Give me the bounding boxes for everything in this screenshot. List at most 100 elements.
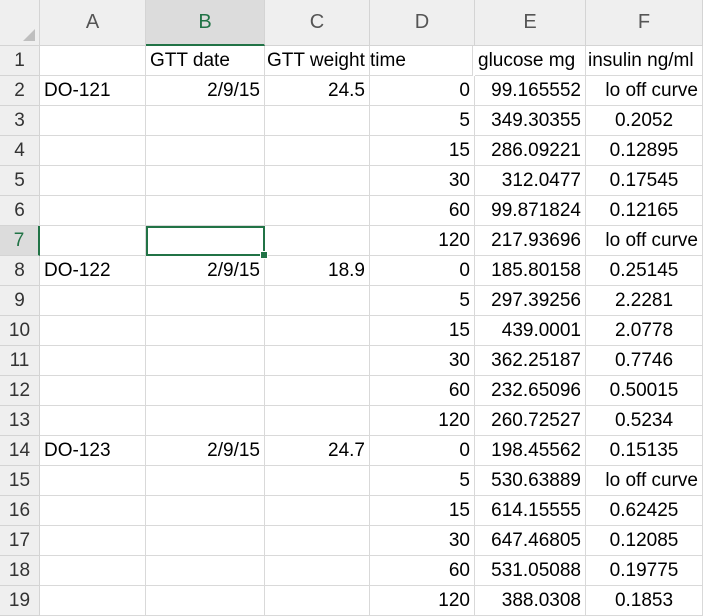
cell-f2[interactable]: lo off curve xyxy=(586,76,703,106)
column-header-b[interactable]: B xyxy=(146,0,265,46)
cell-d8[interactable]: 0 xyxy=(370,256,475,286)
cell-d10[interactable]: 15 xyxy=(370,316,475,346)
row-header-16[interactable]: 16 xyxy=(0,496,40,526)
cell-d11[interactable]: 30 xyxy=(370,346,475,376)
cell-e5[interactable]: 312.0477 xyxy=(475,166,586,196)
cell-f17[interactable]: 0.12085 xyxy=(586,526,703,556)
cell-c11[interactable] xyxy=(265,346,370,376)
cell-a8[interactable]: DO-122 xyxy=(40,256,146,286)
cell-b3[interactable] xyxy=(146,106,265,136)
cell-f18[interactable]: 0.19775 xyxy=(586,556,703,586)
cell-d17[interactable]: 30 xyxy=(370,526,475,556)
row-header-14[interactable]: 14 xyxy=(0,436,40,466)
row-header-1[interactable]: 1 xyxy=(0,46,40,76)
cell-e2[interactable]: 99.165552 xyxy=(475,76,586,106)
cell-f12[interactable]: 0.50015 xyxy=(586,376,703,406)
row-header-9[interactable]: 9 xyxy=(0,286,40,316)
cell-b5[interactable] xyxy=(146,166,265,196)
row-header-2[interactable]: 2 xyxy=(0,76,40,106)
cell-e9[interactable]: 297.39256 xyxy=(475,286,586,316)
cell-b12[interactable] xyxy=(146,376,265,406)
column-header-a[interactable]: A xyxy=(40,0,146,46)
cell-b8[interactable]: 2/9/15 xyxy=(146,256,265,286)
cell-c9[interactable] xyxy=(265,286,370,316)
cell-e17[interactable]: 647.46805 xyxy=(475,526,586,556)
cell-b4[interactable] xyxy=(146,136,265,166)
cell-d13[interactable]: 120 xyxy=(370,406,475,436)
cell-e1[interactable]: glucose mg xyxy=(475,46,586,76)
cell-a10[interactable] xyxy=(40,316,146,346)
cell-a4[interactable] xyxy=(40,136,146,166)
cell-f1[interactable]: insulin ng/ml xyxy=(586,46,703,76)
row-header-18[interactable]: 18 xyxy=(0,556,40,586)
cell-c12[interactable] xyxy=(265,376,370,406)
cell-a9[interactable] xyxy=(40,286,146,316)
cell-e19[interactable]: 388.0308 xyxy=(475,586,586,616)
row-header-8[interactable]: 8 xyxy=(0,256,40,286)
cell-c5[interactable] xyxy=(265,166,370,196)
cell-f16[interactable]: 0.62425 xyxy=(586,496,703,526)
cell-e4[interactable]: 286.09221 xyxy=(475,136,586,166)
cell-c6[interactable] xyxy=(265,196,370,226)
cell-c10[interactable] xyxy=(265,316,370,346)
cell-b17[interactable] xyxy=(146,526,265,556)
column-header-e[interactable]: E xyxy=(475,0,586,46)
cell-a7[interactable] xyxy=(40,226,146,256)
cell-d9[interactable]: 5 xyxy=(370,286,475,316)
cell-d12[interactable]: 60 xyxy=(370,376,475,406)
cell-d14[interactable]: 0 xyxy=(370,436,475,466)
cell-a2[interactable]: DO-121 xyxy=(40,76,146,106)
cell-d19[interactable]: 120 xyxy=(370,586,475,616)
cell-a3[interactable] xyxy=(40,106,146,136)
cell-b9[interactable] xyxy=(146,286,265,316)
cell-a6[interactable] xyxy=(40,196,146,226)
cell-d5[interactable]: 30 xyxy=(370,166,475,196)
cell-e18[interactable]: 531.05088 xyxy=(475,556,586,586)
cell-b7[interactable] xyxy=(146,226,268,259)
select-all-corner[interactable] xyxy=(0,0,40,46)
cell-e16[interactable]: 614.15555 xyxy=(475,496,586,526)
cell-e3[interactable]: 349.30355 xyxy=(475,106,586,136)
cell-a16[interactable] xyxy=(40,496,146,526)
cell-c1[interactable]: GTT weight xyxy=(265,46,370,76)
cell-e7[interactable]: 217.93696 xyxy=(475,226,586,256)
cell-f3[interactable]: 0.2052 xyxy=(586,106,703,136)
cell-e14[interactable]: 198.45562 xyxy=(475,436,586,466)
cell-d2[interactable]: 0 xyxy=(370,76,475,106)
row-header-7[interactable]: 7 xyxy=(0,226,40,256)
cell-d1[interactable]: time xyxy=(368,46,473,76)
cell-d18[interactable]: 60 xyxy=(370,556,475,586)
cell-b10[interactable] xyxy=(146,316,265,346)
cell-b18[interactable] xyxy=(146,556,265,586)
column-header-f[interactable]: F xyxy=(586,0,703,46)
cell-f13[interactable]: 0.5234 xyxy=(586,406,703,436)
row-header-17[interactable]: 17 xyxy=(0,526,40,556)
cell-c7[interactable] xyxy=(265,226,370,256)
cell-e13[interactable]: 260.72527 xyxy=(475,406,586,436)
cell-f14[interactable]: 0.15135 xyxy=(586,436,703,466)
cell-f8[interactable]: 0.25145 xyxy=(586,256,703,286)
cell-e15[interactable]: 530.63889 xyxy=(475,466,586,496)
cell-b2[interactable]: 2/9/15 xyxy=(146,76,265,106)
cell-d7[interactable]: 120 xyxy=(370,226,475,256)
cell-a18[interactable] xyxy=(40,556,146,586)
cell-d15[interactable]: 5 xyxy=(370,466,475,496)
cell-c8[interactable]: 18.9 xyxy=(265,256,370,286)
cell-a11[interactable] xyxy=(40,346,146,376)
cell-b11[interactable] xyxy=(146,346,265,376)
cell-f9[interactable]: 2.2281 xyxy=(586,286,703,316)
row-header-19[interactable]: 19 xyxy=(0,586,40,616)
cell-f4[interactable]: 0.12895 xyxy=(586,136,703,166)
row-header-4[interactable]: 4 xyxy=(0,136,40,166)
cell-c17[interactable] xyxy=(265,526,370,556)
cell-b14[interactable]: 2/9/15 xyxy=(146,436,265,466)
cell-f10[interactable]: 2.0778 xyxy=(586,316,703,346)
cell-a1[interactable] xyxy=(40,46,146,76)
row-header-10[interactable]: 10 xyxy=(0,316,40,346)
cell-b6[interactable] xyxy=(146,196,265,226)
cell-a5[interactable] xyxy=(40,166,146,196)
cell-a13[interactable] xyxy=(40,406,146,436)
cell-c3[interactable] xyxy=(265,106,370,136)
column-header-c[interactable]: C xyxy=(265,0,370,46)
cell-f19[interactable]: 0.1853 xyxy=(586,586,703,616)
